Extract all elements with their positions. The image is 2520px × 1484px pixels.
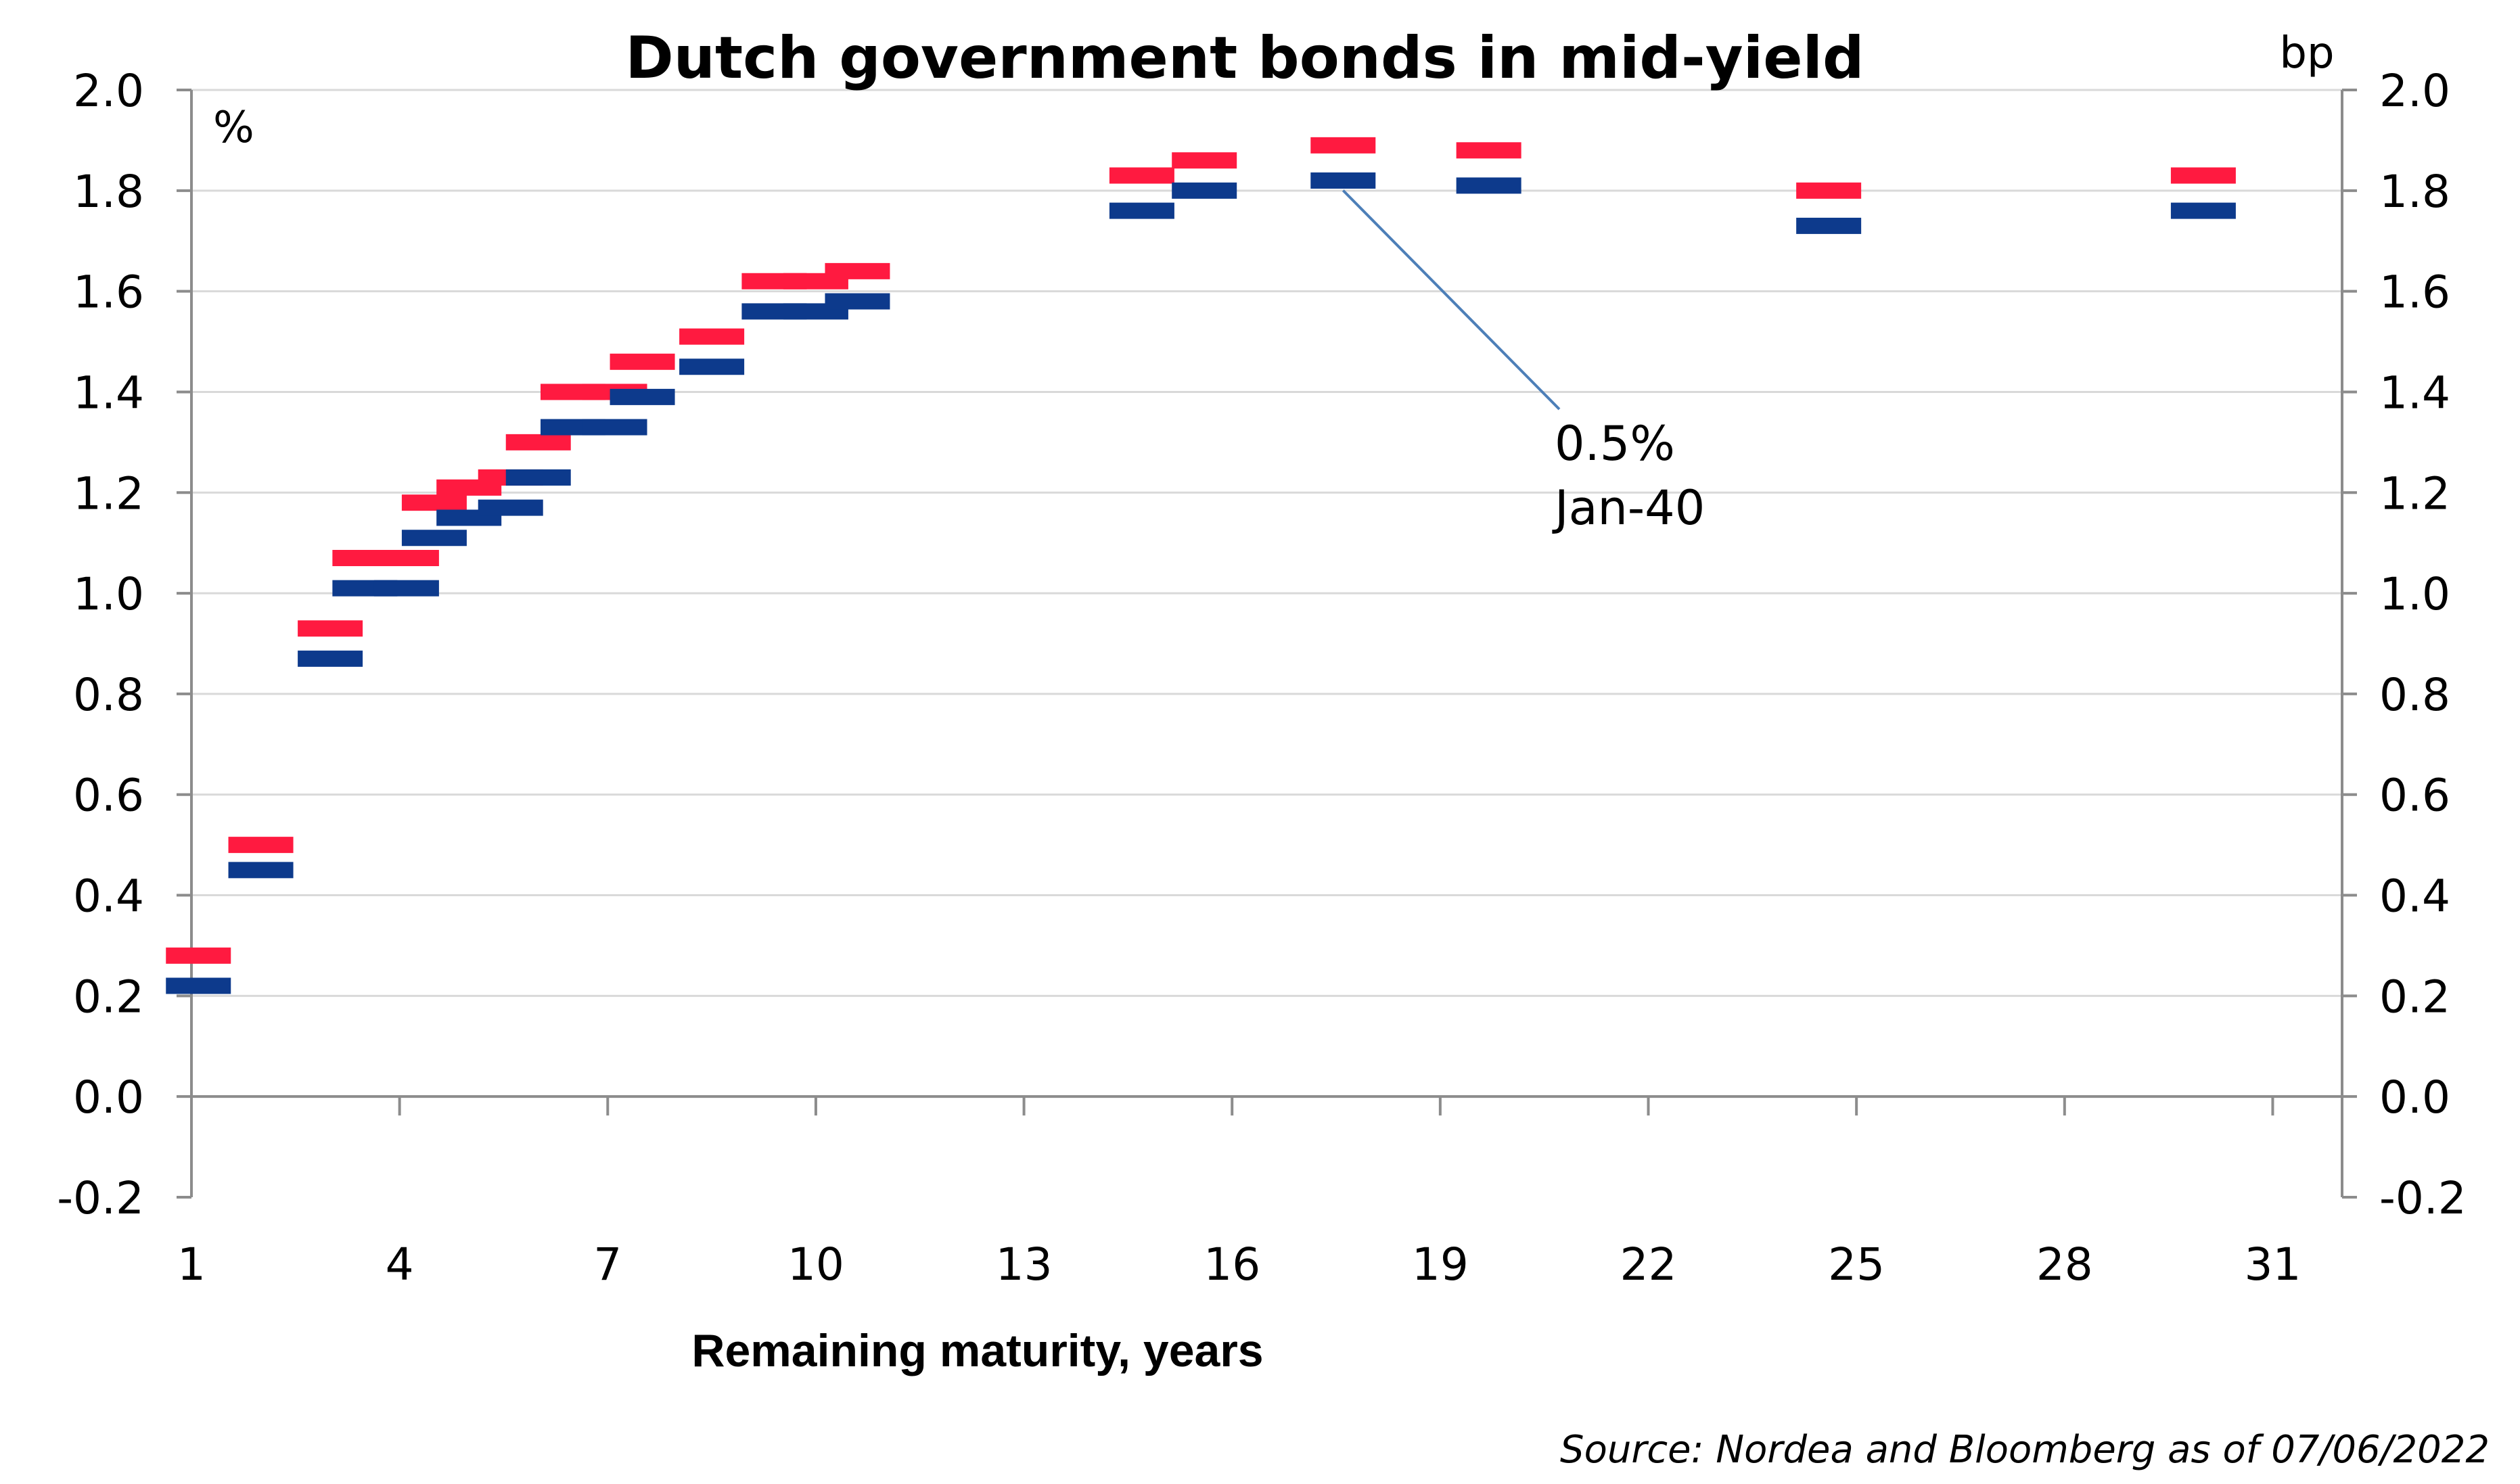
low-mark bbox=[1109, 202, 1174, 219]
y-tick-label-left: 0.8 bbox=[73, 669, 144, 721]
y-tick-label-left: 1.4 bbox=[73, 367, 144, 419]
x-tick-label: 1 bbox=[177, 1238, 206, 1291]
high-mark bbox=[373, 550, 439, 567]
x-tick-label: 19 bbox=[1412, 1238, 1469, 1291]
x-tick-label: 16 bbox=[1204, 1238, 1260, 1291]
y-tick-label-right: 1.6 bbox=[2379, 266, 2450, 319]
low-mark bbox=[401, 530, 467, 547]
high-mark bbox=[298, 620, 363, 637]
y-tick-label-left: -0.2 bbox=[57, 1172, 144, 1224]
x-tick-label: 4 bbox=[386, 1238, 414, 1291]
low-mark bbox=[505, 469, 571, 486]
y-tick-label-right: 0.6 bbox=[2379, 770, 2450, 822]
y-tick-label-left: 1.8 bbox=[73, 166, 144, 218]
high-mark bbox=[401, 494, 467, 511]
low-mark bbox=[610, 388, 675, 405]
x-tick-label: 13 bbox=[996, 1238, 1053, 1291]
y-tick-label-right: 0.0 bbox=[2379, 1071, 2450, 1123]
high-mark bbox=[825, 262, 890, 279]
high-mark bbox=[1109, 167, 1174, 184]
x-tick-label: 7 bbox=[593, 1238, 622, 1291]
source-note: Source: Nordea and Bloomberg as of 07/06… bbox=[1560, 1428, 2490, 1472]
low-mark bbox=[1456, 177, 1521, 194]
x-tick-label: 28 bbox=[2036, 1238, 2093, 1291]
y-tick-label-right: 0.4 bbox=[2379, 871, 2450, 923]
y-tick-label-left: 1.6 bbox=[73, 266, 144, 319]
y-tick-label-left: 1.2 bbox=[73, 467, 144, 519]
low-mark bbox=[373, 580, 439, 597]
low-mark bbox=[582, 419, 647, 436]
low-mark bbox=[825, 293, 890, 310]
y-tick-label-right: 1.4 bbox=[2379, 367, 2450, 419]
low-mark bbox=[2170, 202, 2236, 219]
tick-labels: -0.2 -0.2 0.0 0.0 0.2 0.2 0.4 0.4 0.6 0.6 0.8 0.8 1.… bbox=[57, 65, 2467, 1291]
annotation-label-maturity: Jan-40 bbox=[1552, 480, 1705, 536]
annotation-label-coupon: 0.5% bbox=[1555, 416, 1675, 471]
high-mark bbox=[166, 947, 231, 964]
low-mark bbox=[1172, 182, 1237, 199]
high-mark bbox=[1172, 152, 1237, 169]
gridlines bbox=[191, 89, 2342, 1098]
low-mark bbox=[228, 862, 294, 879]
y-tick-label-right: 1.0 bbox=[2379, 568, 2450, 620]
right-axis-unit: bp bbox=[2279, 28, 2334, 78]
x-tick-label: 22 bbox=[1620, 1238, 1677, 1291]
y-tick-label-right: 1.2 bbox=[2379, 467, 2450, 519]
data-marks bbox=[166, 137, 2236, 994]
high-mark bbox=[610, 353, 675, 370]
annotation-group: 0.5% Jan-40 bbox=[1342, 189, 1705, 536]
y-tick-label-left: 0.0 bbox=[73, 1071, 144, 1123]
left-axis-unit: % bbox=[213, 103, 254, 153]
chart-title: Dutch government bonds in mid-yield bbox=[625, 24, 1864, 92]
y-tick-label-left: 2.0 bbox=[73, 65, 144, 117]
high-mark bbox=[1310, 137, 1376, 154]
high-mark bbox=[1456, 142, 1521, 159]
y-tick-label-left: 1.0 bbox=[73, 568, 144, 620]
x-tick-label: 31 bbox=[2244, 1238, 2301, 1291]
high-mark bbox=[505, 434, 571, 450]
y-tick-label-right: 0.8 bbox=[2379, 669, 2450, 721]
y-tick-label-left: 0.2 bbox=[73, 971, 144, 1023]
y-tick-label-left: 0.4 bbox=[73, 871, 144, 923]
high-mark bbox=[679, 328, 745, 345]
low-mark bbox=[679, 358, 745, 375]
y-tick-label-right: 0.2 bbox=[2379, 971, 2450, 1023]
annotation-leader-line bbox=[1342, 189, 1561, 411]
x-tick-label: 25 bbox=[1828, 1238, 1885, 1291]
axes bbox=[177, 89, 2357, 1199]
low-mark bbox=[1796, 217, 1862, 234]
x-tick-label: 10 bbox=[787, 1238, 844, 1291]
low-mark bbox=[298, 650, 363, 667]
low-mark bbox=[1310, 172, 1376, 189]
low-mark bbox=[166, 977, 231, 994]
high-mark bbox=[1796, 182, 1862, 199]
x-axis-label: Remaining maturity, years bbox=[691, 1325, 1263, 1376]
y-tick-label-right: -0.2 bbox=[2379, 1172, 2467, 1224]
y-tick-label-right: 1.8 bbox=[2379, 166, 2450, 218]
high-mark bbox=[2170, 167, 2236, 184]
y-tick-label-right: 2.0 bbox=[2379, 65, 2450, 117]
y-tick-label-left: 0.6 bbox=[73, 770, 144, 822]
low-mark bbox=[478, 499, 543, 516]
high-mark bbox=[228, 837, 294, 854]
